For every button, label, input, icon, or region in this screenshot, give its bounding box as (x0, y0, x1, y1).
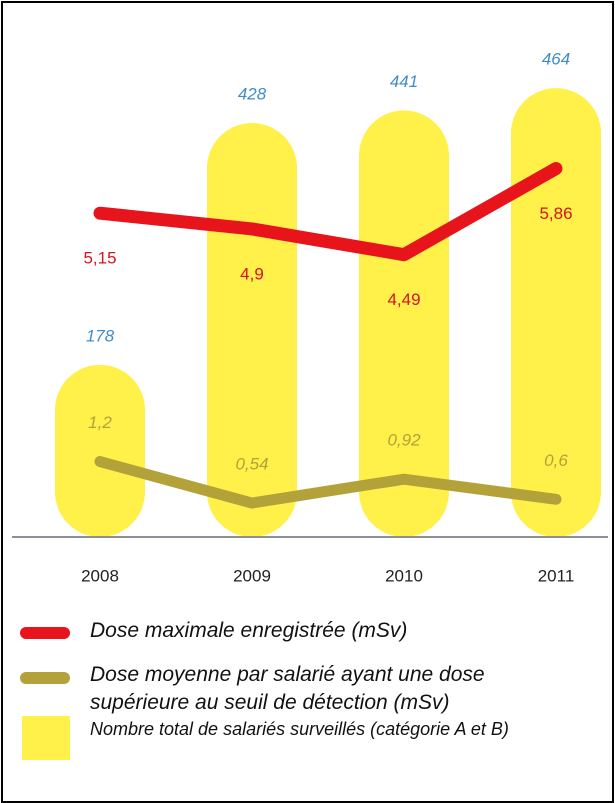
data-label: 178 (86, 326, 115, 345)
legend-swatch (22, 716, 70, 760)
data-label: 0,6 (544, 451, 568, 470)
data-label: 441 (390, 72, 418, 91)
x-tick-label: 2009 (233, 566, 271, 585)
data-label: 4,49 (387, 290, 420, 309)
bar (55, 364, 145, 537)
bar (511, 88, 601, 538)
data-label: 5,86 (539, 204, 572, 223)
data-label: 4,9 (240, 264, 264, 283)
data-label: 0,92 (387, 431, 421, 450)
legend-label: Dose maximale enregistrée (mSv) (90, 619, 408, 642)
legend-entry: Dose maximale enregistrée (mSv) (20, 619, 407, 643)
x-tick-label: 2010 (385, 566, 423, 585)
data-label: 428 (238, 84, 267, 103)
line (94, 456, 562, 509)
x-tick-label: 2008 (81, 566, 119, 585)
legend-label: Dose moyenne par salarié ayant une dose … (90, 663, 485, 714)
legend-swatch (20, 672, 70, 684)
bar (207, 122, 297, 537)
data-label: 0,54 (235, 455, 268, 474)
line (93, 162, 563, 262)
x-tick-label: 2011 (538, 566, 575, 585)
legend-swatch (20, 627, 70, 639)
data-label: 5,15 (83, 249, 116, 268)
legend-label: Nombre total de salariés surveillés (cat… (90, 719, 509, 739)
data-label: 1,2 (88, 413, 112, 432)
legend-entry: Nombre total de salariés surveillés (cat… (22, 716, 509, 760)
bar (359, 110, 449, 538)
legend-entry: Dose moyenne par salarié ayant une dose … (20, 663, 560, 717)
data-label: 464 (542, 50, 570, 69)
